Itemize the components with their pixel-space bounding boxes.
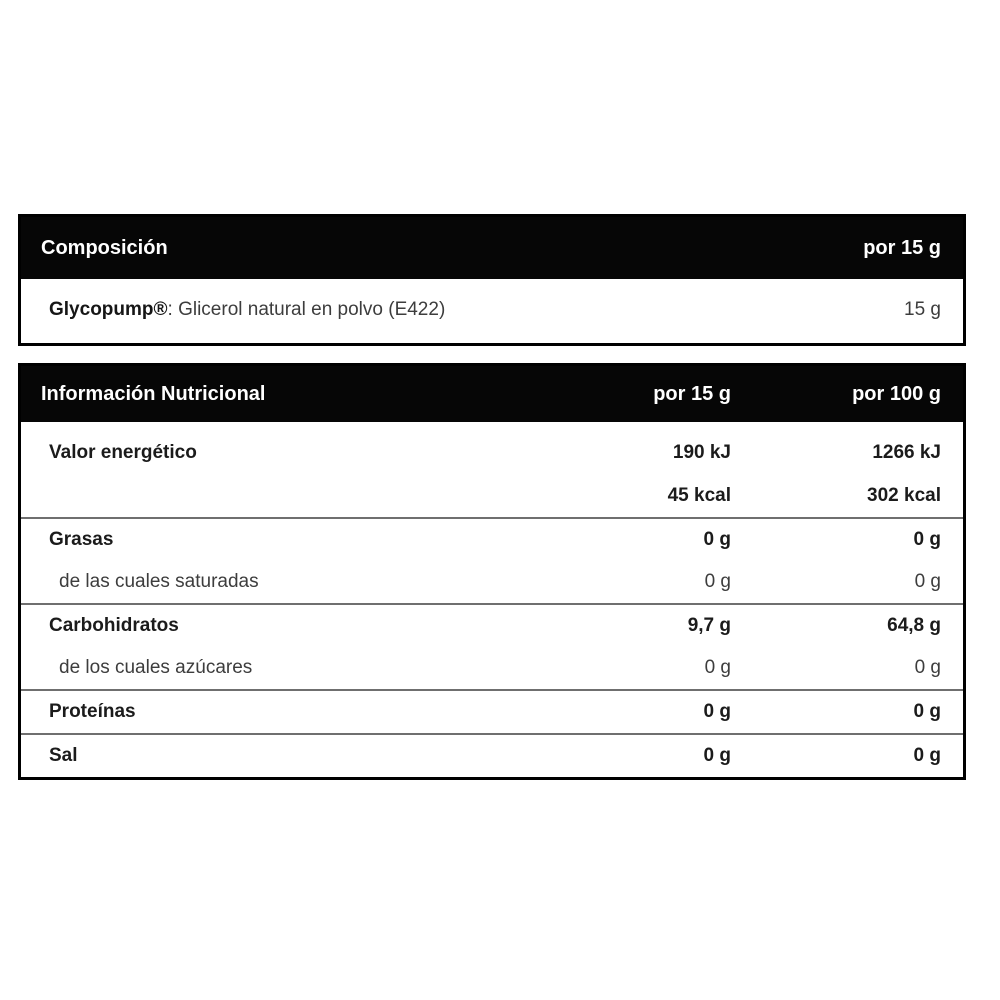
column-header-per-100g: por 100 g (852, 383, 941, 405)
value-per-15g: 0 g (704, 657, 731, 678)
value-per-15g: 0 g (703, 701, 731, 722)
value-per-100g: 302 kcal (867, 485, 941, 506)
ingredient-description: : Glicerol natural en polvo (E422) (167, 299, 446, 320)
ingredient-amount: 15 g (904, 299, 941, 320)
nutrition-table: Información Nutricional por 15 g por 100… (18, 363, 966, 780)
composition-per-15g-label: por 15 g (863, 237, 941, 259)
nutrition-row-carbohidratos: Carbohidratos 9,7 g 64,8 g (21, 605, 963, 647)
nutrition-row-grasas: Grasas 0 g 0 g (21, 519, 963, 561)
row-divider (21, 689, 963, 691)
row-label: Sal (49, 745, 78, 766)
value-per-15g: 0 g (703, 529, 731, 550)
ingredient-name: Glycopump® (49, 299, 168, 320)
value-per-15g: 0 g (704, 571, 731, 592)
row-divider (21, 733, 963, 735)
nutrition-row-proteinas: Proteínas 0 g 0 g (21, 691, 963, 733)
nutrition-row-kcal: 45 kcal 302 kcal (21, 475, 963, 517)
composition-title: Composición (41, 237, 168, 259)
column-header-per-15g: por 15 g (653, 383, 731, 405)
composition-table-header: Composición por 15 g (21, 217, 963, 279)
row-label: Valor energético (49, 442, 197, 463)
row-label: Grasas (49, 529, 114, 550)
value-per-100g: 0 g (914, 571, 941, 592)
value-per-15g: 0 g (703, 745, 731, 766)
row-label: de los cuales azúcares (59, 657, 253, 678)
row-label: de las cuales saturadas (59, 571, 259, 592)
row-label: Carbohidratos (49, 615, 179, 636)
value-per-100g: 64,8 g (887, 615, 941, 636)
nutrition-table-body: Valor energético 190 kJ 1266 kJ 45 kcal … (21, 422, 963, 777)
row-divider (21, 517, 963, 519)
nutrition-table-header: Información Nutricional por 15 g por 100… (21, 366, 963, 422)
value-per-100g: 1266 kJ (872, 442, 941, 463)
value-per-15g: 9,7 g (687, 615, 731, 636)
row-divider (21, 603, 963, 605)
value-per-100g: 0 g (913, 701, 941, 722)
row-label: Proteínas (49, 701, 136, 722)
nutrition-row-saturadas: de las cuales saturadas 0 g 0 g (21, 561, 963, 603)
value-per-100g: 0 g (913, 529, 941, 550)
nutrition-row-sal: Sal 0 g 0 g (21, 735, 963, 777)
nutrition-row-valor-energetico: Valor energético 190 kJ 1266 kJ (21, 422, 963, 475)
nutrition-title: Información Nutricional (41, 383, 266, 405)
value-per-100g: 0 g (913, 745, 941, 766)
nutrition-row-azucares: de los cuales azúcares 0 g 0 g (21, 647, 963, 689)
ingredient-text: Glycopump®: Glicerol natural en polvo (E… (49, 299, 445, 321)
composition-table: Composición por 15 g Glycopump®: Glicero… (18, 214, 966, 346)
value-per-100g: 0 g (914, 657, 941, 678)
value-per-15g: 45 kcal (667, 485, 731, 506)
composition-row-glycopump: Glycopump®: Glicerol natural en polvo (E… (21, 279, 963, 343)
value-per-15g: 190 kJ (672, 442, 731, 463)
